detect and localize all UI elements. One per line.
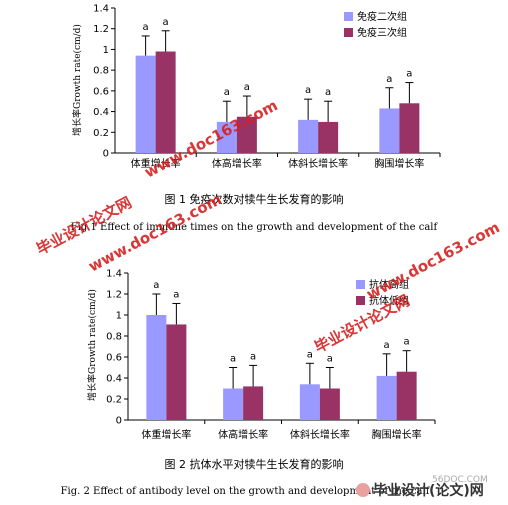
watermark-logo-url: 56DOC.COM: [432, 475, 488, 485]
significance-label: a: [244, 82, 250, 93]
bar: [155, 51, 176, 153]
chart-2-caption-cn: 图 2 抗体水平对犊牛生长发育的影响: [165, 457, 344, 471]
y-tick-label: 0.4: [93, 107, 109, 118]
bar: [399, 103, 420, 153]
significance-label: a: [143, 22, 149, 33]
y-axis-label: 增长率Growth rate(cm/d): [71, 24, 83, 136]
bar: [236, 116, 257, 153]
chart-1: 0 0.2 0.4 0.6 0.8 1 1.2 1.4 增长率Growth rate(cm/d)…: [71, 4, 441, 170]
significance-label: a: [173, 289, 179, 300]
significance-label: a: [230, 354, 236, 365]
y-tick-label: 1.2: [106, 290, 122, 301]
chart-1-caption-en: Fig.1 Effect of immune times on the grow…: [71, 222, 439, 233]
significance-label: a: [250, 351, 256, 362]
legend-swatch: [344, 28, 353, 37]
x-tick-label: 体高增长率: [212, 157, 262, 170]
bar: [318, 121, 339, 153]
chart-1-caption-cn: 图 1 免疫次数对犊牛生长发育的影响: [165, 192, 344, 206]
significance-label: a: [307, 349, 313, 360]
bar: [379, 108, 400, 153]
bar: [396, 371, 417, 420]
y-tick-label: 0.2: [106, 395, 122, 406]
y-tick-label: 1: [103, 45, 109, 56]
legend-swatch: [356, 280, 365, 289]
x-tick-label: 胸围增长率: [374, 157, 424, 170]
legend-label: 免疫二次组: [357, 10, 407, 23]
significance-label: a: [305, 85, 311, 96]
x-tick-label: 体重增长率: [131, 157, 181, 170]
y-tick-label: 1: [116, 311, 122, 322]
bar: [243, 386, 264, 420]
y-tick-label: 0.4: [106, 374, 122, 385]
y-tick-label: 1.4: [93, 4, 109, 15]
bar: [319, 388, 340, 420]
y-tick-label: 1.4: [106, 269, 122, 280]
bar: [376, 375, 397, 420]
bar: [135, 55, 156, 154]
watermark-logo-text: 毕业设计(论文)网: [373, 482, 484, 499]
significance-label: a: [153, 280, 159, 291]
x-tick-label: 体斜长增长率: [288, 157, 348, 170]
x-tick-label: 体重增长率: [141, 428, 191, 441]
bar: [223, 388, 244, 420]
significance-label: a: [224, 87, 230, 98]
y-tick-label: 0: [103, 149, 109, 160]
legend-swatch: [344, 12, 353, 21]
legend-label: 抗体高组: [369, 278, 409, 291]
significance-label: a: [327, 354, 333, 365]
bar: [146, 315, 167, 420]
y-tick-label: 0.2: [93, 128, 109, 139]
watermark-logo-icon: [356, 483, 370, 497]
y-tick-label: 0.6: [106, 353, 122, 364]
significance-label: a: [404, 337, 410, 348]
significance-label: a: [406, 69, 412, 80]
y-tick-label: 0: [116, 416, 122, 427]
y-tick-label: 0.8: [93, 66, 109, 77]
chart-2: 0 0.2 0.4 0.6 0.8 1 1.2 1.4 增长率Growth rate(cm/d)…: [86, 269, 436, 441]
legend-swatch: [356, 296, 365, 305]
bar: [298, 119, 319, 153]
significance-label: a: [325, 87, 331, 98]
significance-label: a: [163, 17, 169, 28]
watermark-logo: 56DOC.COM 毕业设计(论文)网: [356, 475, 488, 499]
significance-label: a: [386, 74, 392, 85]
bar: [166, 324, 187, 420]
x-tick-label: 胸围增长率: [372, 428, 422, 441]
bar: [299, 384, 320, 420]
y-tick-label: 1.2: [93, 24, 109, 35]
significance-label: a: [384, 340, 390, 351]
y-axis-label: 增长率Growth rate(cm/d): [86, 289, 98, 401]
y-tick-label: 0.6: [93, 86, 109, 97]
legend-label: 抗体低组: [369, 294, 409, 307]
x-tick-label: 体高增长率: [218, 428, 268, 441]
x-tick-label: 体斜长增长率: [290, 428, 350, 441]
bar: [216, 121, 237, 153]
y-tick-label: 0.8: [106, 332, 122, 343]
legend-label: 免疫三次组: [357, 26, 407, 39]
chart-2-caption-en: Fig. 2 Effect of antibody level on the g…: [61, 486, 431, 497]
